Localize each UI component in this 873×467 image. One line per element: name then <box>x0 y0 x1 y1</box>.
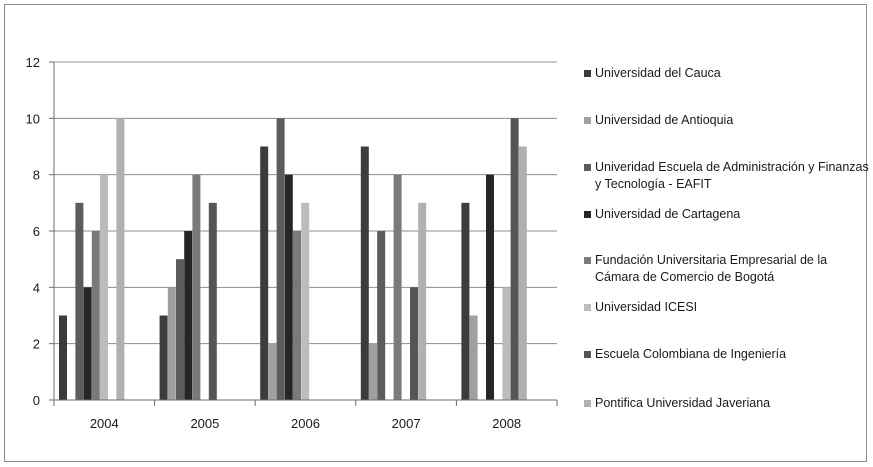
bar <box>502 287 511 400</box>
legend-swatch <box>584 400 591 407</box>
legend-swatch <box>584 351 591 358</box>
legend-item: Universidad ICESI <box>584 299 697 316</box>
legend-swatch <box>584 117 591 124</box>
bar <box>91 231 100 400</box>
legend-item: Universidad del Cauca <box>584 65 721 82</box>
legend-label: Escuela Colombiana de Ingeniería <box>595 347 787 361</box>
legend-item: Escuela Colombiana de Ingeniería <box>584 346 786 363</box>
legend-label: Fundación Universitaria Empresarial de l… <box>595 253 828 284</box>
bar <box>301 202 310 400</box>
y-tick-label: 12 <box>26 55 40 70</box>
bar <box>159 315 168 400</box>
legend-item: Universidad de Cartagena <box>584 206 740 223</box>
x-tick-label: 2008 <box>492 416 521 431</box>
bar <box>192 174 201 400</box>
legend-item: Pontifica Universidad Javeriana <box>584 395 770 412</box>
legend-swatch <box>584 70 591 77</box>
x-tick-label: 2004 <box>90 416 119 431</box>
x-tick-labels: 2004 2005 2006 2007 2008 <box>90 416 521 431</box>
bar <box>469 315 478 400</box>
legend-label: Pontifica Universidad Javeriana <box>595 396 771 410</box>
bar <box>418 202 427 400</box>
legend-label: Univeridad Escuela de Administración y F… <box>595 160 869 191</box>
y-tick-label: 6 <box>33 224 40 239</box>
bars <box>59 118 527 400</box>
bar <box>184 231 193 400</box>
chart-frame <box>4 4 867 462</box>
y-tick-label: 2 <box>33 337 40 352</box>
legend-swatch <box>584 211 591 218</box>
legend-swatch <box>584 164 591 171</box>
bar <box>100 174 108 400</box>
y-tick-label: 4 <box>33 280 40 295</box>
legend: Universidad del Cauca Universidad de Anti… <box>584 0 869 467</box>
bar <box>260 146 269 400</box>
x-tick-label: 2007 <box>392 416 421 431</box>
bar <box>518 146 527 400</box>
axes <box>49 61 558 406</box>
y-tick-label: 0 <box>33 393 40 408</box>
legend-label: Universidad del Cauca <box>595 66 721 80</box>
bar <box>268 343 277 400</box>
bar <box>393 174 402 400</box>
y-tick-label: 10 <box>26 111 40 126</box>
bar <box>461 202 470 400</box>
bar <box>369 343 377 400</box>
legend-swatch <box>584 257 591 264</box>
bar <box>167 287 176 400</box>
legend-swatch <box>584 304 591 311</box>
legend-label: Universidad de Antioquia <box>595 113 734 127</box>
bar <box>284 174 293 400</box>
bar <box>208 202 217 400</box>
bar <box>360 146 369 400</box>
x-tick-label: 2005 <box>190 416 219 431</box>
bar <box>75 202 84 400</box>
bar <box>293 231 301 400</box>
y-tick-labels: 0 2 4 6 8 10 12 <box>26 55 40 408</box>
legend-item: Universidad de Antioquia <box>584 112 733 129</box>
bar <box>59 315 67 400</box>
legend-item: Univeridad Escuela de Administración y F… <box>584 159 869 193</box>
x-tick-label: 2006 <box>291 416 320 431</box>
legend-item: Fundación Universitaria Empresarial de l… <box>584 252 869 286</box>
bar <box>486 174 494 400</box>
y-tick-label: 8 <box>33 168 40 183</box>
bar <box>276 118 285 400</box>
bar <box>410 287 418 400</box>
bar <box>116 118 125 400</box>
bar <box>176 259 184 400</box>
bar <box>510 118 519 400</box>
legend-label: Universidad de Cartagena <box>595 207 741 221</box>
bar <box>377 231 386 400</box>
legend-label: Universidad ICESI <box>595 300 698 314</box>
bar <box>83 287 92 400</box>
